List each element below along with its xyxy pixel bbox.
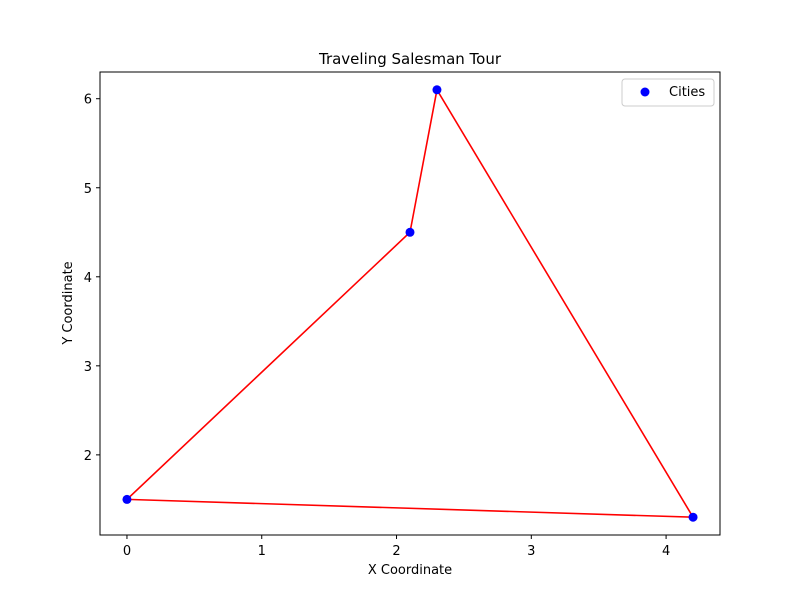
- legend-marker-cities: [640, 87, 650, 97]
- y-axis-label: Y Coordinate: [61, 261, 76, 345]
- y-axis: 2 3 4 5 6: [84, 93, 100, 464]
- legend: Cities: [621, 78, 715, 107]
- y-tick-label: 3: [84, 360, 92, 375]
- x-tick-label: 2: [392, 544, 400, 559]
- city-point: [405, 227, 415, 237]
- y-tick-label: 2: [84, 449, 92, 464]
- x-axis-label: X Coordinate: [368, 563, 452, 578]
- plot-area: [122, 85, 698, 522]
- city-point: [688, 512, 698, 522]
- city-point: [122, 494, 132, 504]
- x-axis: 0 1 2 3 4: [123, 535, 670, 559]
- y-tick-label: 5: [84, 182, 92, 197]
- x-tick-label: 3: [527, 544, 535, 559]
- tour-line: [126, 87, 695, 519]
- x-tick-label: 0: [123, 544, 131, 559]
- x-tick-label: 4: [662, 544, 670, 559]
- legend-box: [621, 78, 715, 107]
- y-tick-label: 6: [84, 93, 92, 108]
- city-point: [432, 85, 442, 95]
- y-tick-label: 4: [84, 271, 92, 286]
- chart-title: Traveling Salesman Tour: [318, 50, 502, 68]
- x-tick-label: 1: [258, 544, 266, 559]
- plot-frame: [99, 71, 721, 536]
- legend-label-cities: Cities: [669, 85, 705, 100]
